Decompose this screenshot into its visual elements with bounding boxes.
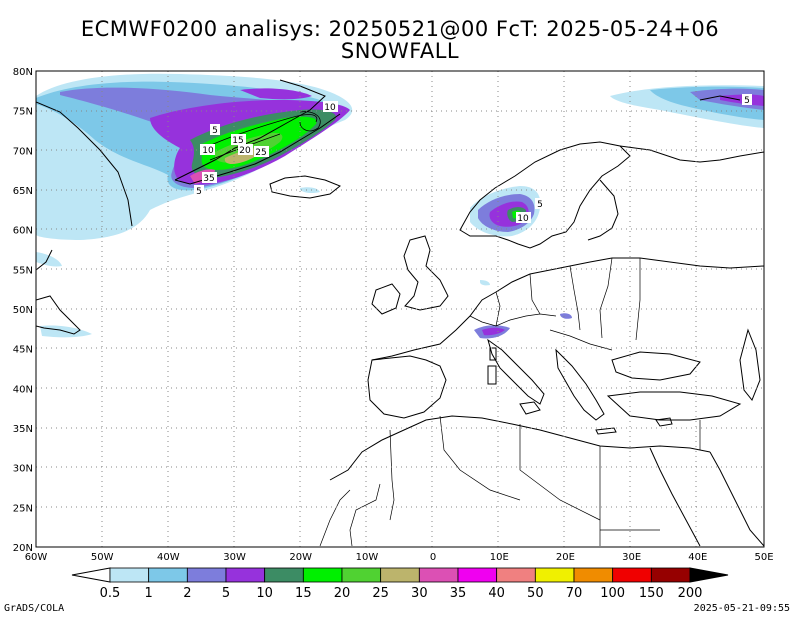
contour-label-text: 15 (232, 136, 243, 146)
contour-label: 10 (323, 101, 338, 113)
colorbar-label: 10 (256, 586, 273, 601)
colorbar-label: 100 (600, 586, 625, 601)
map-title: ECMWF0200 analisys: 20250521@00 FcT: 202… (80, 17, 720, 41)
latitude-label: 50N (13, 305, 33, 316)
contour-label: 5 (742, 94, 752, 106)
latitude-label: 25N (13, 503, 33, 514)
coastlines (36, 79, 764, 547)
contour-labels: 5 10 15 20 25 35 5 10 5 10 5 (194, 94, 752, 224)
longitude-label: 10W (356, 552, 379, 563)
contour-label-text: 5 (744, 96, 750, 106)
latitude-label: 45N (13, 345, 33, 356)
contour-label-text: 5 (196, 187, 202, 197)
colorbar-label: 70 (566, 586, 583, 601)
contour-label: 5 (194, 185, 204, 197)
contour-label: 25 (254, 146, 269, 158)
latitude-label: 20N (13, 543, 33, 554)
longitude-label: 30E (622, 552, 641, 563)
colorbar-swatch (264, 567, 304, 583)
longitude-label: 0 (430, 552, 436, 563)
longitude-label: 40W (157, 552, 180, 563)
latitude-label: 80N (13, 67, 33, 78)
longitude-label: 20E (556, 552, 575, 563)
colorbar-label: 20 (334, 586, 351, 601)
contour-label-text: 10 (202, 146, 214, 156)
contour-label: 15 (231, 134, 246, 146)
contour-label-text: 10 (517, 214, 529, 224)
colorbar-label: 200 (678, 586, 703, 601)
colorbar-swatch (380, 567, 420, 583)
map-subtitle: SNOWFALL (340, 39, 460, 63)
contour-label: 10 (516, 212, 531, 224)
latitude-label: 30N (13, 464, 33, 475)
colorbar-swatch (612, 567, 652, 583)
labrador-snowfall-field (36, 187, 320, 338)
longitude-label: 50W (91, 552, 114, 563)
colorbar-label: 50 (527, 586, 544, 601)
longitude-label: 60W (25, 552, 48, 563)
colorbar-label: 25 (372, 586, 389, 601)
colorbar-swatch (534, 567, 575, 583)
colorbar-label: 30 (411, 586, 428, 601)
contour-label: 5 (210, 124, 220, 136)
colorbar-max-arrow (689, 567, 729, 583)
latitude-labels: 80N 75N 70N 65N 60N 55N 50N 45N 40N 35N 30N 25N 20N (13, 67, 33, 554)
colorbar-labels: 0.5 1 2 5 10 15 20 25 30 35 40 50 70 100 150 200 (100, 586, 703, 601)
contour-label: 10 (200, 144, 215, 156)
contour-label: 5 (535, 198, 545, 210)
colorbar-swatch (650, 567, 691, 583)
longitude-labels: 60W 50W 40W 30W 20W 10W 0 10E 20E 30E 40E 50E (25, 552, 774, 563)
longitude-label: 20W (289, 552, 312, 563)
contour-label-text: 5 (537, 200, 543, 210)
longitude-label: 30W (223, 552, 246, 563)
colorbar-swatch (573, 567, 614, 583)
contour-label-text: 25 (255, 148, 266, 158)
colorbar-legend (71, 567, 729, 583)
colorbar-swatch (341, 567, 382, 583)
latitude-label: 55N (13, 265, 33, 276)
colorbar-swatch (186, 567, 227, 583)
latitude-label: 70N (13, 146, 33, 157)
footer-source: GrADS/COLA (4, 603, 65, 614)
contour-label: 35 (202, 172, 217, 184)
colorbar-label: 150 (639, 586, 664, 601)
country-borders (319, 257, 701, 547)
colorbar-swatch (225, 567, 266, 583)
longitude-label: 10E (490, 552, 509, 563)
colorbar-label: 35 (450, 586, 467, 601)
colorbar-label: 1 (145, 586, 153, 601)
colorbar-swatch (302, 567, 343, 583)
contour-label-text: 35 (203, 174, 214, 184)
colorbar-min-arrow (71, 567, 111, 583)
map-frame (35, 70, 765, 548)
longitude-label: 50E (754, 552, 773, 563)
latitude-label: 75N (13, 107, 33, 118)
colorbar-label: 0.5 (100, 586, 121, 601)
latitude-label: 40N (13, 384, 33, 395)
colorbar-swatch (496, 567, 536, 583)
latitude-label: 65N (13, 186, 33, 197)
footer-timestamp: 2025-05-21-09:55 (693, 603, 790, 614)
contour-label: 20 (238, 144, 253, 156)
colorbar-label: 2 (183, 586, 191, 601)
latitude-label: 60N (13, 226, 33, 237)
alps-snowfall-field (474, 280, 572, 339)
contour-label-text: 20 (239, 146, 251, 156)
colorbar-swatch (457, 567, 498, 583)
colorbar-swatch (109, 567, 150, 583)
longitude-label: 40E (688, 552, 707, 563)
contour-label-text: 5 (212, 126, 218, 136)
latitude-label: 35N (13, 424, 33, 435)
colorbar-label: 15 (295, 586, 312, 601)
colorbar-label: 40 (488, 586, 505, 601)
colorbar-swatch (148, 567, 188, 583)
colorbar-swatch (418, 567, 459, 583)
contour-label-text: 10 (324, 103, 336, 113)
colorbar-label: 5 (222, 586, 230, 601)
